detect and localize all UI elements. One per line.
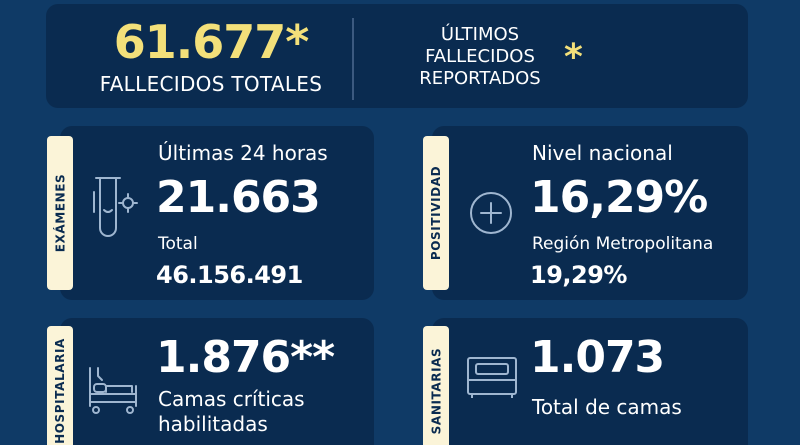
hospitalaria-tab: HOSPITALARIA — [47, 326, 73, 445]
hospitalaria-card — [60, 318, 374, 445]
sanitarias-label: Total de camas — [532, 395, 682, 419]
sanitarias-card — [432, 318, 748, 445]
examenes-tab: EXÁMENES — [47, 136, 73, 290]
examenes-total-label: Total — [158, 234, 198, 254]
total-deaths-value: 61.677* — [113, 15, 310, 69]
examenes-card — [60, 126, 374, 300]
test-tube-icon — [93, 177, 138, 237]
positividad-tab-label: POSITIVIDAD — [429, 165, 444, 261]
bed-icon — [467, 357, 517, 398]
hospitalaria-tab-label: HOSPITALARIA — [53, 338, 68, 444]
last-deaths-label-line-3: REPORTADOS — [419, 68, 541, 89]
positividad-tab: POSITIVIDAD — [423, 136, 449, 290]
hospitalaria-label-line-2: habilitadas — [158, 412, 268, 436]
positividad-label: Nivel nacional — [532, 141, 673, 165]
last-deaths-value: * — [564, 37, 583, 78]
sanitarias-tab-label: SANITARIAS — [429, 347, 443, 435]
positividad-region-label: Región Metropolitana — [532, 234, 714, 254]
deaths-summary-card: 61.677* FALLECIDOS TOTALES ÚLTIMOS FALLE… — [46, 4, 748, 108]
total-deaths-block: 61.677* FALLECIDOS TOTALES — [86, 14, 336, 96]
last-deaths-label: ÚLTIMOS FALLECIDOS REPORTADOS — [400, 24, 560, 90]
sanitarias-tab: SANITARIAS — [423, 326, 449, 445]
positividad-value: 16,29% — [530, 172, 708, 223]
plus-circle-icon — [470, 192, 512, 234]
total-deaths-label: FALLECIDOS TOTALES — [99, 72, 323, 96]
examenes-label: Últimas 24 horas — [158, 141, 328, 165]
last-deaths-label-line-1: ÚLTIMOS — [440, 24, 520, 45]
hospitalaria-label-line-1: Camas críticas — [158, 387, 305, 411]
examenes-total-value: 46.156.491 — [156, 261, 303, 289]
hospital-bed-icon — [89, 367, 137, 414]
examenes-tab-label: EXÁMENES — [53, 173, 67, 253]
hospitalaria-value: 1.876** — [156, 332, 335, 383]
sanitarias-value: 1.073 — [530, 332, 665, 383]
last-deaths-label-line-2: FALLECIDOS — [425, 46, 535, 67]
positividad-region-value: 19,29% — [530, 261, 627, 289]
divider — [352, 18, 354, 100]
examenes-value: 21.663 — [156, 172, 321, 223]
